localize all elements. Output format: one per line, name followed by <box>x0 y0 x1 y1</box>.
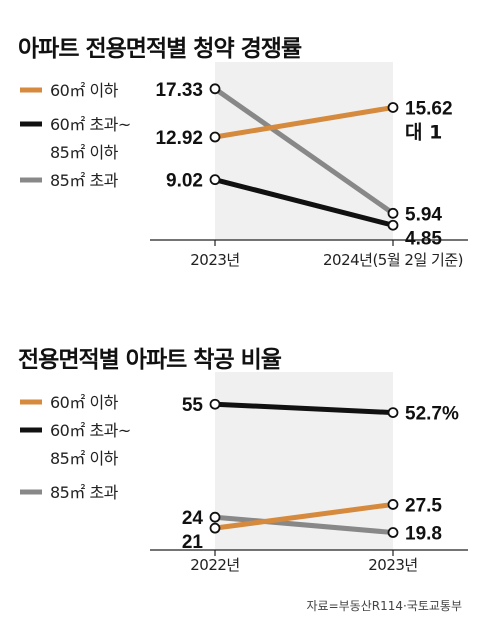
competition-rate-chart: 2023년 2024년(5월 2일 기준) 60㎡ 이하 60㎡ 초과~ 85㎡ 이하 8… <box>0 62 480 282</box>
construction-ratio-chart: 2022년 2023년 60㎡ 이하 60㎡ 초과~ 85㎡ 이하 85㎡ 초과 55 24 2… <box>0 372 480 572</box>
legend-label: 60㎡ 이하 <box>50 393 119 412</box>
legend-label: 60㎡ 초과~ <box>50 115 131 134</box>
data-point <box>387 499 399 510</box>
data-point <box>387 407 399 419</box>
series-line <box>214 177 394 228</box>
legend-label: 85㎡ 이하 <box>50 143 119 162</box>
data-label: 55 <box>182 395 204 416</box>
data-label: 21 <box>182 532 204 553</box>
series-line <box>214 105 394 140</box>
x-tick-label: 2023년 <box>368 556 417 572</box>
data-point <box>209 398 221 410</box>
series-line <box>214 501 394 531</box>
data-label: 27.5 <box>405 495 442 516</box>
data-label: 5.94 <box>405 204 442 225</box>
legend-label: 60㎡ 초과~ <box>50 421 131 440</box>
data-point <box>387 207 399 219</box>
data-point <box>209 174 221 186</box>
data-label: 9.02 <box>166 171 203 192</box>
data-label: 17.33 <box>155 80 203 101</box>
construction-ratio-svg: 2022년 2023년 60㎡ 이하 60㎡ 초과~ 85㎡ 이하 85㎡ 초과 55 24 2… <box>20 372 468 572</box>
data-point <box>387 219 399 231</box>
data-label: 4.85 <box>405 228 442 249</box>
data-annotation: 대 1 <box>405 121 442 143</box>
series-line <box>214 514 394 535</box>
data-point <box>209 83 221 95</box>
data-point <box>387 527 399 538</box>
legend-label: 85㎡ 초과 <box>50 483 119 502</box>
series-line <box>213 86 395 216</box>
data-point <box>209 131 221 143</box>
data-point <box>387 102 399 113</box>
x-tick-label: 2023년 <box>190 251 239 269</box>
legend-label: 60㎡ 이하 <box>50 81 119 100</box>
legend-label: 85㎡ 이하 <box>50 449 119 468</box>
x-tick-label: 2024년(5월 2일 기준) <box>323 251 463 269</box>
data-label: 12.92 <box>155 128 203 149</box>
chart-title-competition: 아파트 전용면적별 청약 경쟁률 <box>18 36 302 62</box>
data-point <box>209 522 221 534</box>
legend-label: 85㎡ 초과 <box>50 171 119 190</box>
source-note: 자료=부동산R114·국토교통부 <box>306 599 462 613</box>
data-label: 52.7% <box>405 404 459 425</box>
competition-rate-svg: 2023년 2024년(5월 2일 기준) 60㎡ 이하 60㎡ 초과~ 85㎡ 이하 8… <box>20 62 468 269</box>
data-label: 15.62 <box>405 98 453 119</box>
data-label: 24 <box>182 508 204 529</box>
data-label: 19.8 <box>405 524 442 545</box>
series-line <box>214 401 394 416</box>
chart-title-construction: 전용면적별 아파트 착공 비율 <box>18 347 282 373</box>
data-point <box>209 511 221 523</box>
x-tick-label: 2022년 <box>190 556 239 572</box>
